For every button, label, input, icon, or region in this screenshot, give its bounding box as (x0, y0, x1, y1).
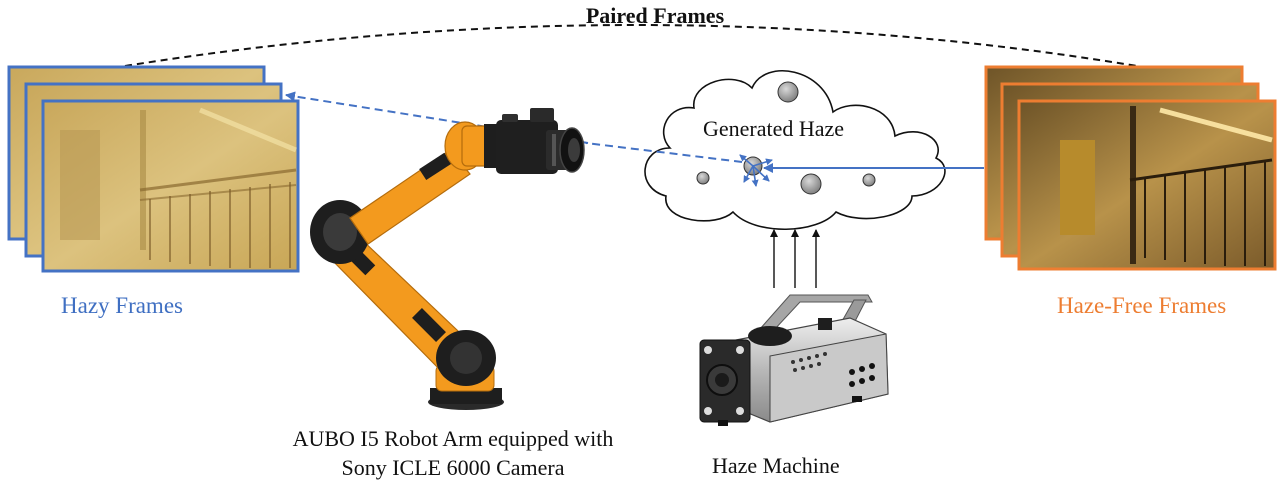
haze-machine (699, 294, 889, 426)
capture-arrow (285, 91, 589, 144)
haze-free-frames-label: Haze-Free Frames (1057, 293, 1227, 318)
haze-emission-arrows (770, 229, 820, 288)
haze-cloud (644, 70, 946, 231)
haze-free-frame-3 (1017, 99, 1277, 271)
paired-frames-title: Paired Frames (585, 3, 725, 28)
haze-machine-label: Haze Machine (712, 453, 840, 478)
robot-arm (310, 121, 504, 410)
hazy-frame-3 (41, 99, 300, 273)
hazy-frames-stack (7, 65, 300, 273)
generated-haze-label: Generated Haze (703, 116, 845, 141)
sony-camera (496, 108, 585, 174)
hazy-frames-label: Hazy Frames (61, 293, 183, 318)
haze-to-camera-line (585, 142, 743, 163)
paired-frames-arc (124, 24, 1138, 67)
robot-arm-label: AUBO I5 Robot Arm equipped with Sony ICL… (292, 426, 614, 480)
haze-free-frames-stack (984, 65, 1277, 271)
